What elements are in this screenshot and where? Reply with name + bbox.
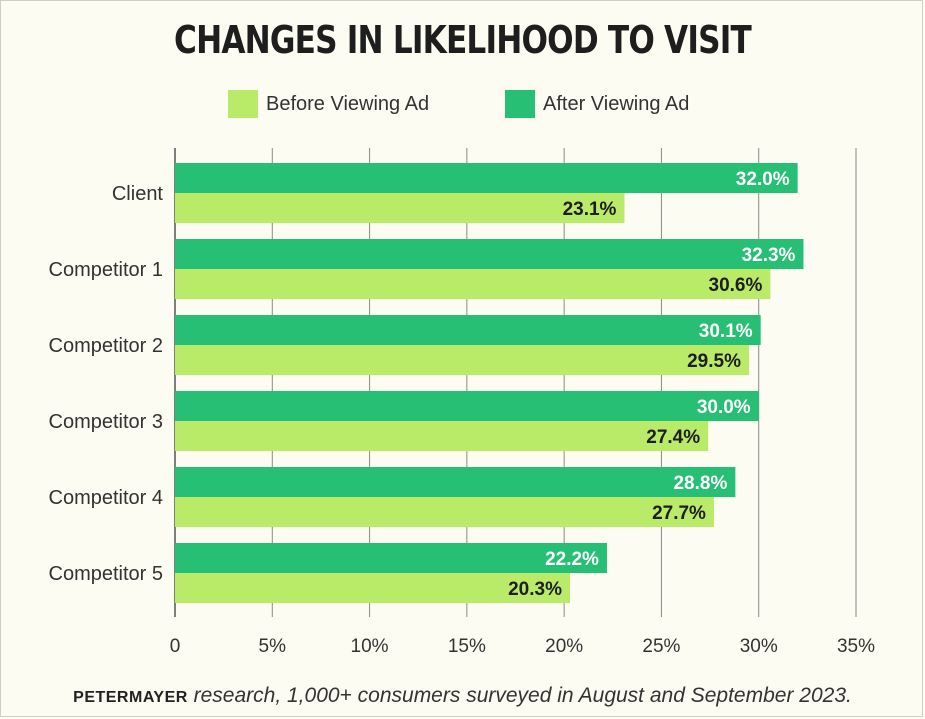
bar-before: [175, 345, 749, 375]
footer-note: PETERMAYER research, 1,000+ consumers su…: [0, 684, 925, 708]
data-label: 30.0%: [697, 397, 751, 418]
data-label: 22.2%: [545, 549, 599, 570]
category-label: Competitor 4: [49, 487, 164, 509]
bar-before: [175, 193, 624, 223]
data-label: 23.1%: [563, 199, 617, 220]
category-label: Competitor 5: [49, 563, 164, 585]
data-label: 29.5%: [687, 351, 741, 372]
x-tick-label: 25%: [642, 636, 680, 657]
x-tick-label: 15%: [448, 636, 486, 657]
x-tick-label: 35%: [837, 636, 875, 657]
data-label: 30.1%: [699, 321, 753, 342]
bar-after: [175, 543, 607, 573]
category-label: Competitor 1: [49, 259, 164, 281]
bar-chart: 0 5% 10% 15% 20% 25% 30% 35% Client 32.0% 23.1% Com…: [0, 0, 925, 719]
footer-brand: PETERMAYER: [73, 689, 188, 706]
bar-after: [175, 467, 735, 497]
data-label: 30.6%: [709, 275, 763, 296]
data-label: 27.4%: [646, 427, 700, 448]
data-label: 32.0%: [736, 169, 790, 190]
data-label: 28.8%: [673, 473, 727, 494]
bar-after: [175, 239, 803, 269]
data-label: 20.3%: [508, 579, 562, 600]
bar-after: [175, 163, 798, 193]
x-tick-label: 0: [170, 636, 181, 657]
x-tick-label: 30%: [740, 636, 778, 657]
x-tick-label: 10%: [351, 636, 389, 657]
category-label: Competitor 2: [49, 335, 164, 357]
x-tick-label: 20%: [545, 636, 583, 657]
bar-before: [175, 269, 770, 299]
bar-after: [175, 391, 759, 421]
category-label: Client: [112, 183, 164, 205]
footer-text: research, 1,000+ consumers surveyed in A…: [188, 684, 852, 707]
x-tick-label: 5%: [259, 636, 287, 657]
data-label: 32.3%: [742, 245, 796, 266]
bar-before: [175, 421, 708, 451]
bar-after: [175, 315, 761, 345]
category-label: Competitor 3: [49, 411, 164, 433]
data-label: 27.7%: [652, 503, 706, 524]
bar-before: [175, 497, 714, 527]
